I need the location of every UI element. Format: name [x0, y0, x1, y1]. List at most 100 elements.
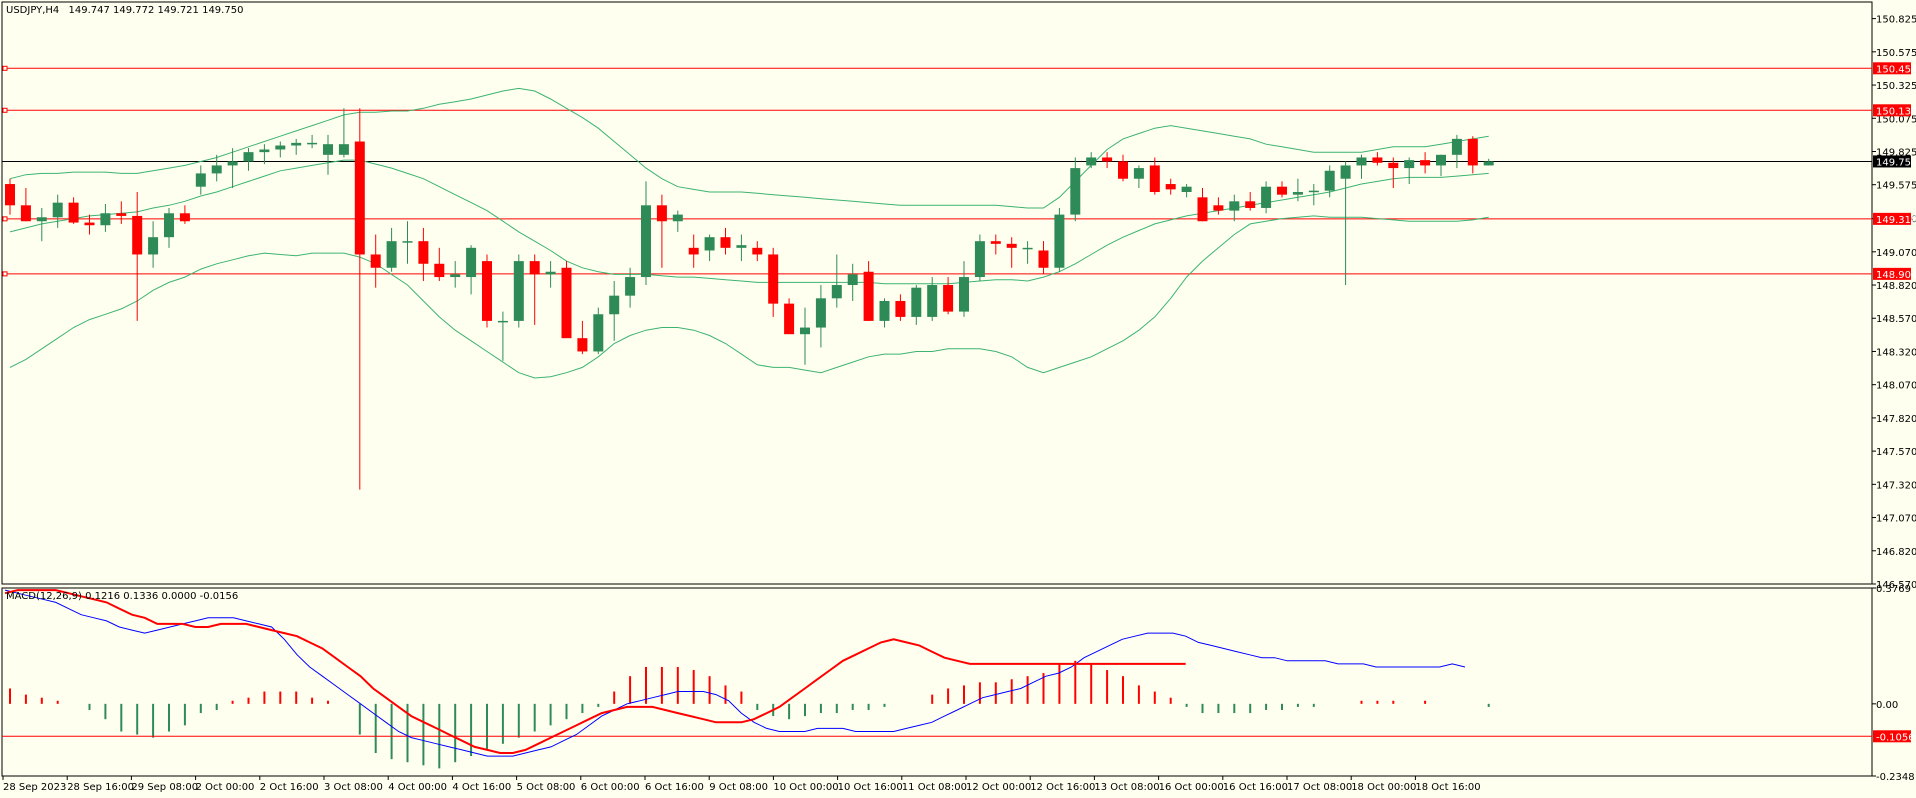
level-price-label: 150.451	[1876, 64, 1916, 75]
candle-bear	[752, 247, 763, 255]
candle-bull	[36, 217, 47, 222]
candle-bear	[656, 205, 667, 222]
time-tick-label: 28 Sep 2023	[3, 782, 66, 793]
candle-bear	[1118, 161, 1128, 179]
candlesticks	[5, 108, 1494, 490]
price-tick-label: 146.820	[1876, 547, 1916, 558]
current-price-label: 149.750	[1876, 157, 1916, 168]
candle-bull	[672, 214, 683, 222]
candle-bull	[100, 213, 111, 226]
candle-bull	[800, 327, 810, 335]
candle-bull	[593, 314, 604, 352]
time-tick-label: 18 Oct 00:00	[1351, 782, 1416, 793]
level-price-tag	[1873, 212, 1911, 225]
candle-bull	[275, 145, 286, 150]
candle-bull	[1292, 192, 1303, 195]
level-price-tag	[1873, 267, 1911, 280]
level-price-label: 149.318	[1876, 215, 1916, 226]
price-tick-label: 146.570	[1876, 580, 1916, 591]
candle-bull	[1404, 160, 1415, 169]
candle-bull	[1324, 170, 1335, 191]
candle-bull	[974, 241, 985, 278]
candle-bear	[1213, 205, 1224, 211]
candle-bull	[227, 161, 238, 166]
price-axis: 150.825 150.575 150.325 150.075 149.825 149.5…	[1872, 15, 1916, 591]
candle-bear	[688, 247, 699, 255]
candle-bull	[1133, 168, 1144, 179]
candle-bear	[1006, 243, 1017, 248]
candle-bear	[370, 254, 381, 268]
time-tick-label: 2 Oct 00:00	[196, 782, 255, 793]
ohlc-values: 149.747 149.772 149.721 149.750	[68, 5, 243, 16]
level-price-tag	[1873, 104, 1911, 117]
price-tick-label: 147.070	[1876, 514, 1916, 525]
candle-bull	[847, 274, 858, 286]
candle-bull	[831, 285, 842, 299]
time-tick-label: 5 Oct 08:00	[517, 782, 576, 793]
time-tick-label: 13 Oct 08:00	[1094, 782, 1159, 793]
candle-bull	[545, 271, 556, 275]
candle-bull	[927, 285, 938, 317]
price-panel-frame	[1, 1, 1873, 585]
candle-bear	[84, 222, 95, 226]
candle-bear	[1197, 197, 1208, 222]
candle-bull	[1436, 154, 1446, 166]
candle-bear	[68, 202, 79, 223]
candle-bull	[52, 202, 63, 218]
candle-bull	[1054, 214, 1065, 268]
candle-bull	[1181, 186, 1192, 193]
candle-bull	[609, 295, 620, 315]
candle-bull	[736, 245, 747, 248]
price-tick-label: 150.575	[1876, 48, 1916, 59]
time-tick-label: 4 Oct 16:00	[452, 782, 511, 793]
candle-bull	[1308, 190, 1319, 193]
candle-bull	[911, 287, 922, 317]
candle-bear	[1420, 160, 1431, 166]
time-tick-label: 16 Oct 16:00	[1223, 782, 1288, 793]
level-marker	[2, 65, 8, 71]
candle-bull	[1356, 157, 1367, 166]
candle-bull	[466, 247, 477, 278]
candle-bear	[434, 263, 445, 278]
macd-header: MACD(12,26,9) 0.1216 0.1336 0.0000 -0.01…	[6, 591, 238, 602]
level-price-label: 150.135	[1876, 106, 1916, 117]
time-tick-label: 4 Oct 00:00	[388, 782, 447, 793]
level-price-tag	[1873, 62, 1911, 75]
candle-bear	[1467, 138, 1478, 166]
candle-bull	[259, 149, 270, 153]
symbol-label: USDJPY,H4	[6, 5, 59, 16]
price-tick-label: 147.320	[1876, 480, 1916, 491]
bollinger-upper	[9, 87, 1489, 209]
macd-tick-label: 0.3769	[1876, 584, 1911, 595]
candle-bear	[577, 338, 588, 352]
candle-bear	[5, 184, 15, 206]
time-tick-label: 16 Oct 00:00	[1159, 782, 1224, 793]
candle-bear	[418, 241, 429, 264]
time-tick-label: 10 Oct 16:00	[838, 782, 903, 793]
price-tick-label: 148.070	[1876, 381, 1916, 392]
macd-tick-label: 0.00	[1876, 700, 1898, 711]
candle-bear	[895, 300, 906, 317]
symbol-header: USDJPY,H4 149.747 149.772 149.721 149.75…	[6, 5, 243, 16]
candle-bull	[402, 241, 413, 243]
candle-bear	[863, 271, 874, 321]
candle-bear	[482, 261, 492, 321]
candle-bull	[1229, 201, 1240, 211]
macd-level-tag	[1873, 730, 1911, 743]
candle-bear	[990, 241, 1001, 244]
candle-bear	[1165, 184, 1176, 190]
price-tick-label: 149.070	[1876, 248, 1916, 259]
level-marker	[2, 216, 8, 222]
candle-bear	[529, 261, 540, 275]
candle-bear	[179, 213, 190, 222]
price-tick-label: 147.820	[1876, 414, 1916, 425]
current-price-tag	[1873, 155, 1911, 168]
candle-bear	[1102, 157, 1113, 162]
candle-bull	[704, 237, 715, 251]
candle-bear	[1038, 250, 1049, 268]
candle-bear	[1245, 201, 1256, 208]
candle-bull	[291, 142, 302, 146]
price-tick-label: 147.570	[1876, 447, 1916, 458]
